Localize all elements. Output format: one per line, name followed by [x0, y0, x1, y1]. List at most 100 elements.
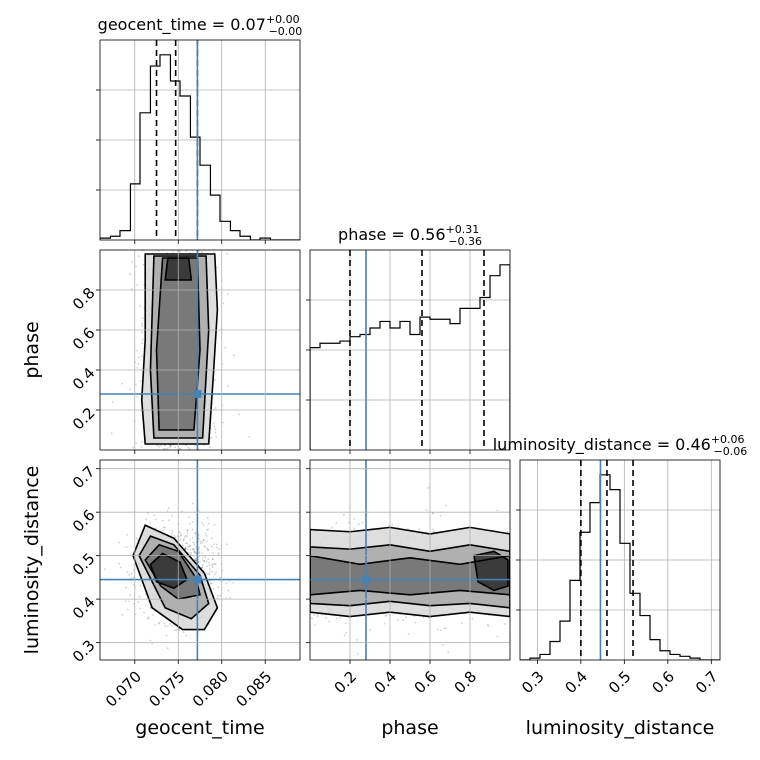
- sample-point: [192, 548, 194, 551]
- sample-point: [414, 621, 417, 624]
- sample-point: [147, 616, 150, 619]
- sample-point: [232, 581, 235, 584]
- sample-point: [189, 544, 191, 547]
- tick-label-phase: 0.8: [451, 668, 481, 698]
- sample-point: [183, 538, 185, 541]
- sample-point: [118, 541, 120, 544]
- sample-point: [335, 617, 338, 620]
- sample-point: [215, 435, 218, 438]
- tick-label-luminosity_distance: 0.4: [562, 668, 592, 698]
- sample-point: [194, 552, 197, 554]
- sample-point: [139, 305, 142, 307]
- sample-point: [397, 526, 399, 528]
- sample-point: [174, 536, 177, 538]
- sample-point: [211, 566, 214, 568]
- sample-point: [213, 422, 215, 424]
- sample-point: [352, 527, 355, 530]
- axis-label-y-phase: phase: [21, 321, 43, 378]
- sample-point: [175, 629, 178, 631]
- sample-point: [185, 250, 188, 252]
- sample-point: [201, 566, 204, 569]
- sample-point: [171, 529, 174, 532]
- sample-point: [210, 436, 213, 439]
- sample-point: [195, 557, 197, 560]
- panel-frame: [309, 459, 511, 661]
- sample-point: [194, 532, 197, 535]
- sample-point: [425, 509, 428, 512]
- sample-point: [206, 547, 209, 550]
- tick-label-phase: 0.4: [371, 668, 401, 698]
- sample-point: [148, 617, 150, 620]
- sample-point: [335, 522, 338, 524]
- sample-point: [194, 532, 197, 535]
- sample-point: [184, 547, 186, 550]
- sample-point: [206, 572, 209, 575]
- sample-point: [407, 528, 409, 530]
- sample-point: [217, 553, 220, 556]
- sample-point: [189, 522, 191, 525]
- sample-point: [184, 534, 187, 537]
- density-fill: [310, 555, 510, 595]
- sample-point: [385, 614, 388, 617]
- sample-point: [461, 622, 464, 625]
- sample-point: [216, 597, 219, 599]
- sample-point: [504, 623, 506, 625]
- density-panel-geocent_time-phase: [100, 250, 300, 450]
- sample-point: [141, 317, 144, 320]
- sample-point: [204, 533, 207, 535]
- sample-point: [153, 514, 156, 517]
- sample-point: [182, 631, 185, 634]
- sample-point: [188, 448, 191, 450]
- sample-point: [135, 349, 138, 352]
- tick-label-phase: 0.8: [69, 284, 99, 314]
- sample-point: [166, 625, 169, 628]
- sample-point: [206, 549, 209, 552]
- sample-point: [208, 571, 211, 574]
- sample-point: [149, 606, 152, 609]
- sample-point: [187, 446, 190, 449]
- sample-point: [496, 635, 499, 638]
- sample-point: [192, 547, 195, 550]
- sample-point: [158, 250, 160, 252]
- sample-point: [212, 587, 215, 590]
- sample-point: [214, 563, 217, 566]
- sample-point: [432, 530, 435, 533]
- tick-label-luminosity_distance: 0.7: [69, 463, 99, 493]
- sample-point: [187, 551, 190, 554]
- sample-point: [167, 519, 170, 522]
- sample-point: [142, 264, 145, 266]
- sample-point: [173, 629, 176, 631]
- sample-point: [427, 486, 430, 489]
- contour-line: [310, 554, 510, 596]
- sample-point: [195, 552, 198, 555]
- histogram-luminosity_distance: [520, 474, 720, 660]
- sample-point: [248, 436, 251, 438]
- sample-point: [193, 543, 196, 546]
- sample-point: [138, 595, 141, 598]
- sample-point: [431, 512, 434, 515]
- sample-point: [203, 560, 206, 562]
- sample-point: [496, 509, 499, 512]
- sample-point: [126, 571, 129, 573]
- sample-point: [356, 653, 359, 655]
- sample-point: [227, 385, 229, 387]
- sample-point: [213, 425, 216, 428]
- sample-point: [316, 615, 319, 618]
- sample-point: [180, 533, 182, 536]
- sample-point: [119, 566, 122, 569]
- sample-point: [207, 561, 210, 564]
- sample-point: [185, 542, 187, 545]
- sample-point: [164, 526, 166, 529]
- sample-point: [139, 607, 141, 610]
- sample-point: [210, 570, 213, 573]
- sample-point: [211, 564, 213, 566]
- sample-point: [194, 559, 196, 562]
- sample-point: [208, 446, 211, 449]
- sample-point: [213, 543, 216, 545]
- sample-point: [164, 448, 167, 450]
- sample-point: [163, 622, 166, 625]
- sample-point: [165, 634, 168, 637]
- sample-point: [193, 551, 196, 553]
- sample-point: [202, 539, 205, 542]
